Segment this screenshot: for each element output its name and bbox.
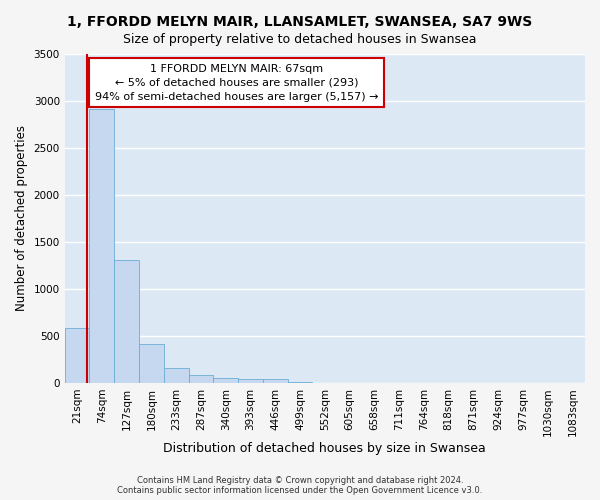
Bar — [89, 108, 114, 383]
Bar — [214, 378, 238, 383]
Bar — [238, 378, 263, 383]
Bar — [65, 328, 89, 383]
Text: 1 FFORDD MELYN MAIR: 67sqm
← 5% of detached houses are smaller (293)
94% of semi: 1 FFORDD MELYN MAIR: 67sqm ← 5% of detac… — [95, 64, 378, 102]
Y-axis label: Number of detached properties: Number of detached properties — [15, 126, 28, 312]
Bar — [263, 379, 287, 383]
Text: 1, FFORDD MELYN MAIR, LLANSAMLET, SWANSEA, SA7 9WS: 1, FFORDD MELYN MAIR, LLANSAMLET, SWANSE… — [67, 15, 533, 29]
Bar — [164, 368, 188, 383]
X-axis label: Distribution of detached houses by size in Swansea: Distribution of detached houses by size … — [163, 442, 486, 455]
Bar — [188, 375, 214, 383]
Text: Contains HM Land Registry data © Crown copyright and database right 2024.
Contai: Contains HM Land Registry data © Crown c… — [118, 476, 482, 495]
Text: Size of property relative to detached houses in Swansea: Size of property relative to detached ho… — [123, 32, 477, 46]
Bar — [139, 344, 164, 383]
Bar — [114, 260, 139, 383]
